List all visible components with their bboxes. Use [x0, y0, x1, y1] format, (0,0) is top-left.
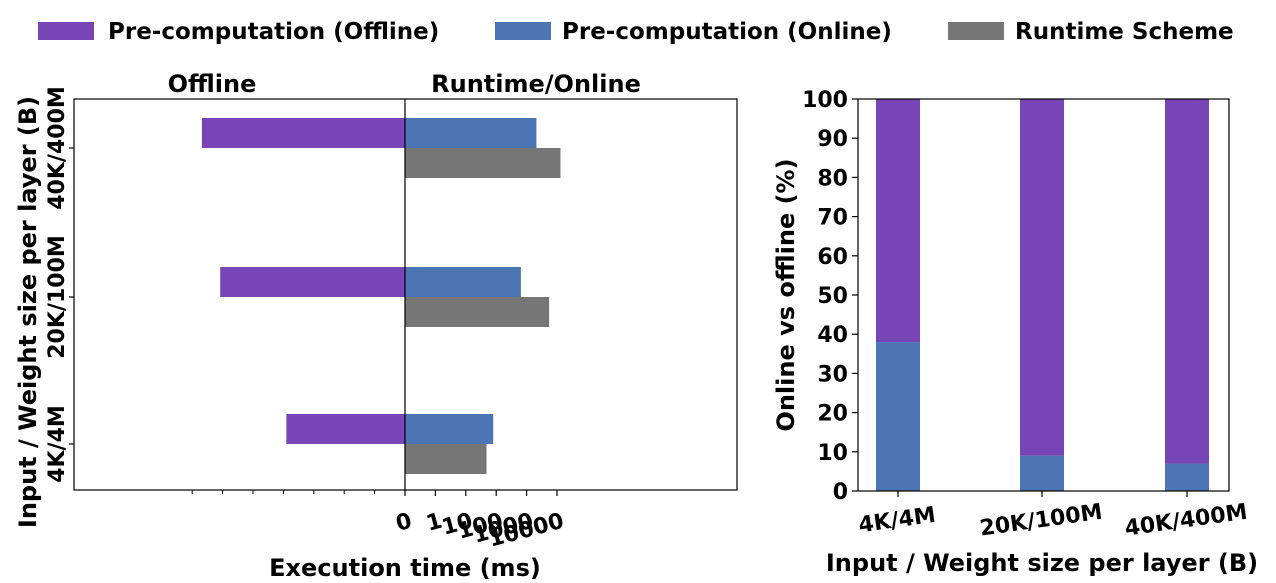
legend-label-runtime: Runtime Scheme [1015, 19, 1234, 45]
y-tick-label-80: 80 [817, 166, 848, 191]
y-tick-label-50: 50 [817, 284, 848, 309]
stacked-bar-pre-computation-online-40k-400m [1165, 463, 1209, 491]
legend-swatch-runtime [948, 22, 1004, 40]
bar-runtime-scheme-40k-400m [405, 148, 561, 178]
bar-runtime-scheme-4k-4m [405, 444, 487, 474]
bar-pre-computation-online-20k-100m [405, 267, 521, 297]
legend: Pre-computation (Offline) Pre-computatio… [38, 19, 1234, 45]
bar-pre-computation-offline-40k-400m [201, 118, 405, 148]
x-tick-label-0: 0 [393, 509, 414, 537]
x-tick-label-40k-400m: 40K/400M [1123, 500, 1249, 542]
y-tick-label-60: 60 [817, 245, 848, 270]
right-x-axis-label: Input / Weight size per layer (B) [826, 549, 1258, 577]
stacked-bar-pre-computation-offline-20k-100m [1020, 99, 1064, 456]
legend-swatch-online [495, 22, 551, 40]
section-title-offline: Offline [168, 70, 257, 98]
x-tick-label-1: 1 [424, 509, 445, 537]
x-tick-label-4k-4m: 4K/4M [857, 503, 937, 539]
y-tick-label-4k-4m: 4K/4M [45, 405, 70, 483]
section-title-runtime-online: Runtime/Online [431, 70, 641, 98]
stacked-bar-pre-computation-offline-40k-400m [1165, 99, 1209, 464]
bar-pre-computation-offline-4k-4m [286, 414, 405, 444]
execution-time-chart: Offline Runtime/Online 4K/4M 20K/100M 40K/… [14, 70, 738, 582]
y-tick-label-100: 100 [802, 88, 848, 113]
y-tick-label-20: 20 [817, 402, 848, 427]
bar-runtime-scheme-20k-100m [405, 297, 550, 327]
bar-pre-computation-offline-20k-100m [220, 267, 405, 297]
left-x-axis-label: Execution time (ms) [269, 554, 541, 582]
y-tick-label-20k-100m: 20K/100M [45, 235, 70, 359]
y-tick-label-90: 90 [817, 127, 848, 152]
stacked-bar-pre-computation-offline-4k-4m [876, 99, 920, 343]
left-y-axis-label: Input / Weight size per layer (B) [14, 96, 42, 528]
bar-pre-computation-online-4k-4m [405, 414, 494, 444]
y-tick-label-10: 10 [817, 441, 848, 466]
stacked-bar-pre-computation-online-4k-4m [876, 342, 920, 491]
legend-label-offline: Pre-computation (Offline) [108, 19, 439, 45]
legend-swatch-offline [38, 22, 94, 40]
x-tick-label-20k-100m: 20K/100M [978, 500, 1104, 542]
y-tick-label-0: 0 [833, 480, 848, 505]
y-tick-label-70: 70 [817, 206, 848, 231]
stacked-bar-pre-computation-online-20k-100m [1020, 455, 1064, 491]
y-tick-label-40k-400m: 40K/400M [45, 86, 70, 210]
y-tick-label-30: 30 [817, 362, 848, 387]
legend-label-online: Pre-computation (Online) [562, 19, 892, 45]
online-vs-offline-chart: 4K/4M 20K/100M 40K/400M 0 10 20 30 40 50 60 70 80 90… [772, 88, 1258, 577]
bar-pre-computation-online-40k-400m [405, 118, 537, 148]
right-y-axis-label: Online vs offline (%) [772, 158, 800, 431]
y-tick-label-40: 40 [817, 323, 848, 348]
